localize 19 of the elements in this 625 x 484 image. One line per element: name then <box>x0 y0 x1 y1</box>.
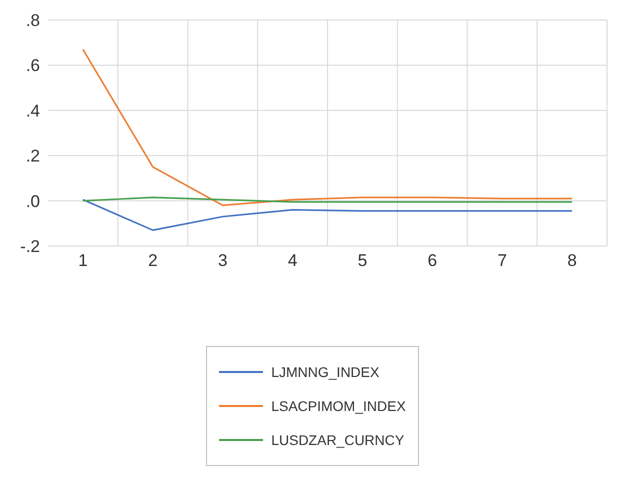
x-tick-label: 1 <box>78 251 88 270</box>
line-series <box>82 48 573 206</box>
line-series <box>82 198 573 231</box>
y-tick-label: .8 <box>26 11 40 30</box>
x-tick-label: 3 <box>218 251 228 270</box>
y-tick-label: .6 <box>26 56 40 76</box>
y-tick-label: .4 <box>26 101 40 120</box>
x-tick-label: 4 <box>288 251 298 270</box>
legend-label: LUSDZAR_CURNCY <box>271 432 404 448</box>
x-tick-label: 8 <box>567 251 577 270</box>
x-tick-label: 6 <box>428 251 438 270</box>
legend-label: LJMNNG_INDEX <box>271 364 380 380</box>
x-tick-label: 7 <box>497 251 507 270</box>
legend-label: LSACPIMOM_INDEX <box>271 398 406 414</box>
y-tick-label: .0 <box>26 192 40 211</box>
x-tick-label: 2 <box>148 251 158 270</box>
y-tick-label: .2 <box>26 146 40 166</box>
y-tick-label: -.2 <box>20 237 40 256</box>
x-tick-label: 5 <box>358 251 368 270</box>
